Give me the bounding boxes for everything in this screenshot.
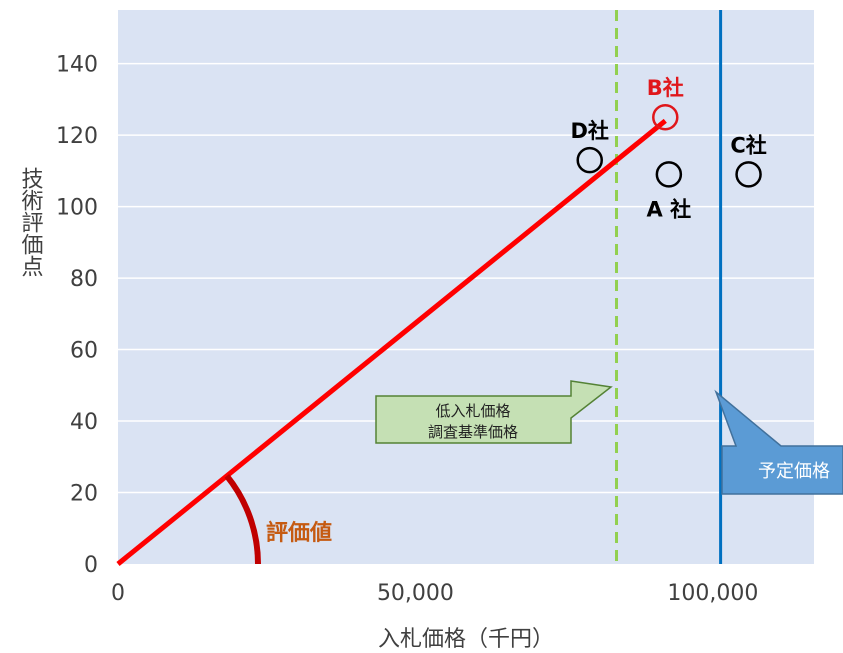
x-tick-label: 100,000 bbox=[667, 581, 758, 606]
x-tick-label: 50,000 bbox=[377, 581, 454, 606]
y-tick-label: 100 bbox=[56, 196, 98, 221]
company-point-marker bbox=[655, 161, 683, 188]
planned-price-callout-label: 予定価格 bbox=[758, 461, 830, 482]
evaluation-angle-arc bbox=[224, 474, 261, 565]
y-tick-label: 80 bbox=[70, 267, 98, 292]
y-tick-label: 0 bbox=[84, 553, 98, 578]
company-point-label: B社 bbox=[647, 76, 684, 100]
x-axis-ticks: 0 50,000 100,000 bbox=[111, 581, 758, 606]
y-tick-label: 120 bbox=[56, 124, 98, 149]
y-axis-ticks: 0 20 40 60 80 100 120 140 bbox=[56, 53, 98, 578]
y-axis-title: 技術評価点 bbox=[18, 167, 44, 277]
planned-price-callout bbox=[714, 389, 843, 495]
low-bid-callout-line2: 調査基準価格 bbox=[428, 423, 518, 441]
company-point-label: A 社 bbox=[647, 197, 692, 221]
company-point-label: D社 bbox=[571, 119, 609, 143]
company-point-marker bbox=[735, 161, 762, 188]
y-tick-label: 40 bbox=[70, 410, 98, 435]
company-point-label: C社 bbox=[730, 133, 766, 157]
company-points: A 社 B社 C社 D社 bbox=[571, 76, 767, 221]
y-tick-label: 140 bbox=[56, 53, 98, 78]
company-point-marker bbox=[576, 146, 603, 174]
y-tick-label: 20 bbox=[70, 482, 98, 507]
y-tick-label: 60 bbox=[70, 339, 98, 364]
x-tick-label: 0 bbox=[111, 581, 125, 606]
x-axis-title: 入札価格（千円） bbox=[378, 627, 554, 652]
company-point-marker bbox=[652, 103, 679, 131]
evaluation-angle-label: 評価値 bbox=[266, 520, 332, 546]
evaluation-line bbox=[116, 118, 667, 566]
low-bid-callout bbox=[375, 380, 613, 444]
low-bid-callout-line1: 低入札価格 bbox=[435, 402, 510, 420]
